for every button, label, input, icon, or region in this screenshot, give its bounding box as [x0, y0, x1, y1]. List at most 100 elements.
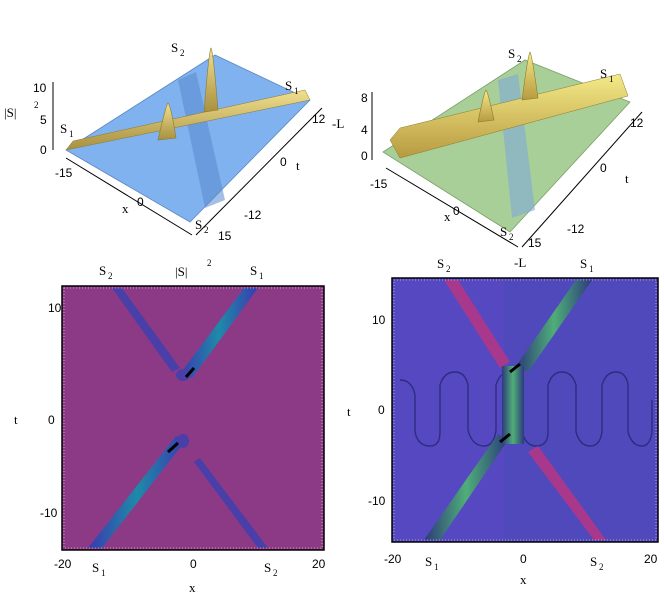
panel-b-z-tick: 4 [361, 123, 368, 137]
panel-d-peak-mark-upper [509, 362, 521, 374]
panel-a-label-s1-left: S [60, 121, 67, 136]
panel-b-surface-plot: 8 4 0 -L -15 0 15 x 12 0 -12 t S 2 S 1 S… [332, 46, 644, 250]
panel-c-contour-plot: 10 0 -10 t -20 0 20 x |S| 2 S 2 S 1 S 1 … [14, 258, 326, 595]
panel-a-label-s1-left-sub: 1 [69, 129, 74, 139]
panel-d-bottom-label-s1: S [425, 554, 432, 569]
panel-a-peak-1 [203, 47, 219, 113]
panel-c-bottom-label-s1: S [92, 560, 99, 575]
panel-b-z-tick: 8 [361, 91, 368, 105]
panel-d-track-s1-upper [516, 280, 592, 372]
panel-a-t-tick: -12 [244, 208, 262, 222]
panel-b-label-s2-bottom-sub: 2 [509, 232, 514, 242]
panel-d-track-s2-lower [528, 446, 606, 540]
panel-c-collision-lower [177, 434, 189, 448]
panel-b-ridge-s2 [389, 73, 629, 159]
panel-d-y-tick: 0 [378, 403, 385, 417]
panel-b-t-axis [521, 111, 643, 248]
panel-c-x-tick: 20 [312, 557, 326, 571]
panel-c-frame [61, 285, 325, 551]
panel-b-x-tick: -15 [370, 177, 388, 191]
panel-b-label-s2-bottom: S [500, 224, 507, 239]
panel-a-x-tick: 0 [137, 195, 144, 209]
panel-d-x-tick: 20 [644, 552, 658, 566]
panel-b-label-s2-top: S [508, 46, 515, 61]
panel-b-x-tick: 0 [453, 204, 460, 218]
panel-b-label-s1-right-sub: 1 [609, 74, 614, 84]
panel-a-peak-2 [157, 102, 177, 141]
panel-c-peak-mark-upper [184, 367, 196, 378]
panel-a-surface-plot: 10 5 0 |S| 2 -15 0 15 x 12 0 -12 t S 2 S… [4, 40, 326, 243]
panel-d-wave-contour [399, 371, 653, 447]
panel-c-title-exp: 2 [207, 258, 212, 268]
panel-c-y-tick: 10 [48, 301, 62, 315]
panel-a-t-tick: 12 [312, 112, 326, 126]
panel-b-label-s1-right: S [600, 66, 607, 81]
panel-d-bottom-label-s2-sub: 2 [599, 562, 604, 572]
panel-c-x-tick: 0 [190, 557, 197, 571]
panel-d-bottom-label-s2: S [590, 554, 597, 569]
panel-c-track-s2-upper [112, 288, 180, 372]
panel-a-z-exp: 2 [34, 100, 39, 110]
panel-b-peak-1 [521, 51, 539, 101]
panel-a-z-label: |S| [4, 105, 16, 120]
panel-a-valley [178, 72, 225, 208]
panel-a-label-s1-right: S [285, 78, 292, 93]
panel-c-bottom-label-s1-sub: 1 [101, 568, 106, 578]
panel-a-z-tick: 10 [33, 81, 47, 95]
panel-d-peak-mark-lower [499, 432, 511, 444]
panel-a-x-axis [65, 157, 193, 236]
panel-c-x-label: x [189, 580, 196, 595]
panel-c-track-s1-lower [88, 436, 186, 548]
panel-c-title: |S| [175, 264, 187, 279]
panel-b-x-label: x [444, 209, 451, 224]
panel-a-ridge-s1 [65, 89, 311, 151]
panel-c-top-label-s2-sub: 2 [108, 271, 113, 281]
panel-a-label-s2-top: S [171, 40, 178, 55]
panel-d-y-tick: 10 [372, 313, 386, 327]
panel-d-contour-plot: 10 0 -10 t -20 0 20 x -L S 2 S 1 S 1 S 2 [347, 255, 659, 587]
panel-a-label-s2-bottom-sub: 2 [204, 225, 209, 235]
panel-a-x-label: x [122, 201, 129, 216]
panel-c-bottom-label-s2: S [264, 560, 271, 575]
panel-a-t-label: t [296, 158, 300, 173]
panel-a-label-s2-top-sub: 2 [180, 48, 185, 58]
panel-c-x-tick: -20 [54, 557, 72, 571]
panel-d-track-s1-lower [424, 434, 508, 540]
panel-d-top-label-s1: S [580, 256, 587, 271]
panel-b-t-label: t [625, 171, 629, 186]
panel-c-top-label-s2: S [99, 263, 106, 278]
panel-c-bottom-label-s2-sub: 2 [273, 568, 278, 578]
panel-c-y-tick: 0 [48, 413, 55, 427]
panel-b-x-axis [385, 167, 519, 248]
panel-d-top-label-s2-sub: 2 [446, 264, 451, 274]
panel-b-label-s2-top-sub: 2 [517, 54, 522, 64]
panel-b-z-tick: 0 [361, 149, 368, 163]
panel-d-track-s2-upper [444, 280, 510, 368]
panel-d-x-label: x [520, 572, 527, 587]
panel-c-track-s1-upper [180, 288, 258, 378]
panel-d-y-tick: -10 [368, 494, 386, 508]
panel-d-x-tick: -20 [384, 552, 402, 566]
panel-a-label-s2-bottom: S [195, 217, 202, 232]
panel-c-y-tick: -10 [40, 506, 58, 520]
panel-a-t-axis [195, 107, 323, 236]
panel-d-top-label-s2: S [437, 256, 444, 271]
panel-b-t-tick: 0 [600, 161, 607, 175]
panel-b-t-tick: 12 [630, 116, 644, 130]
panel-c-collision-upper [176, 369, 190, 381]
panel-c-top-label-s1: S [250, 263, 257, 278]
panel-d-central-column [502, 366, 524, 444]
panel-d-top-label-s1-sub: 1 [589, 264, 594, 274]
panel-b-x-tick: 15 [528, 236, 542, 250]
panel-a-x-tick: 15 [218, 229, 232, 243]
panel-d-bottom-label-s1-sub: 1 [434, 562, 439, 572]
panel-a-z-tick: 5 [40, 113, 47, 127]
panel-b-t-tick: -12 [567, 222, 585, 236]
panel-c-peak-mark-lower [166, 441, 180, 454]
panel-c-y-label: t [14, 412, 18, 427]
panel-d-shade-right [504, 280, 656, 540]
panel-c-track-s2-lower [194, 458, 268, 548]
panel-d-y-label: t [347, 404, 351, 419]
panel-d-x-tick: 0 [520, 552, 527, 566]
